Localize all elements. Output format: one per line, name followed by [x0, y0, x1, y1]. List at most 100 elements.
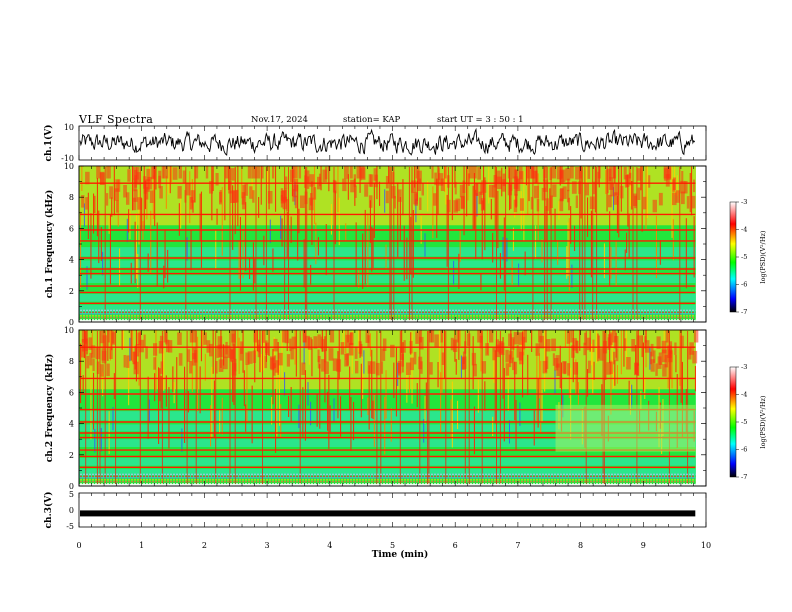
spectrogram-streak — [670, 350, 672, 380]
spectrogram-patch — [633, 193, 637, 206]
spectrogram-patch — [88, 337, 93, 350]
spectrogram-patch — [317, 356, 321, 369]
spectrogram-streak — [451, 166, 453, 221]
spectrogram-patch — [355, 360, 359, 374]
spectrogram-patch — [472, 166, 477, 179]
spectrogram-streak — [494, 166, 496, 230]
spectrogram-patch — [282, 196, 288, 210]
spectrogram-full-streak — [380, 331, 382, 485]
spectrogram-patch — [549, 167, 552, 180]
spectrogram-patch — [443, 166, 447, 179]
spectrogram-streak — [349, 366, 351, 410]
spectrogram-full-streak — [288, 167, 289, 321]
spectrogram-streak — [122, 330, 124, 350]
spectrogram-patch — [280, 188, 284, 201]
spectrogram-patch — [247, 351, 253, 364]
spectrogram-patch — [194, 350, 198, 363]
spectrogram-streak — [224, 166, 226, 221]
spectrogram-blue-speck — [613, 186, 614, 211]
spectrogram-streak — [134, 221, 136, 284]
spectrogram-patch — [158, 175, 162, 189]
spectrogram-patch — [354, 346, 358, 359]
spectrogram-patch — [571, 345, 575, 358]
spectrogram-patch — [606, 362, 611, 375]
spectrogram-streak — [527, 166, 529, 216]
spectrogram-patch — [260, 166, 264, 179]
spectrogram-patch — [229, 349, 235, 362]
spectrogram-streak — [145, 180, 147, 210]
spectrogram-streak — [511, 260, 513, 285]
spectrogram-patch — [431, 166, 434, 179]
time-tick-label: 6 — [453, 541, 458, 550]
spectrogram-patch — [686, 196, 690, 209]
spectrogram-patch — [291, 336, 296, 350]
spectrogram-streak — [585, 166, 587, 185]
spectrogram-patch — [587, 166, 591, 179]
spectrogram-blue-speck — [181, 428, 183, 452]
spectrogram-streak — [466, 166, 468, 217]
spectrogram-streak — [459, 330, 461, 346]
spectrogram-streak — [694, 366, 696, 392]
spectrogram-patch — [531, 166, 536, 179]
spectrogram-patch — [505, 349, 509, 363]
spectrogram-streak — [119, 248, 121, 286]
spectrogram-patch — [460, 195, 465, 209]
spectrogram-patch — [675, 190, 680, 203]
spectrogram-patch — [340, 342, 345, 355]
spectrogram-patch — [106, 166, 109, 179]
spectrogram-full-streak — [96, 331, 98, 485]
spectrogram-patch — [492, 347, 496, 361]
freq-tick-label: 2 — [69, 287, 74, 296]
spectrogram-streak — [480, 330, 482, 372]
spectrogram-streak — [109, 213, 111, 285]
ch1-ylabel: ch.1(V) — [43, 125, 54, 162]
spectrogram-streak — [488, 166, 490, 204]
spectrogram-blue-speck — [476, 193, 478, 217]
spectrogram-patch — [543, 179, 548, 192]
spectrogram-patch — [662, 349, 667, 363]
spectrogram-patch — [615, 348, 619, 362]
spectrogram-blue-speck — [363, 350, 365, 374]
spectrogram-patch — [509, 350, 513, 364]
spectrogram-streak — [568, 218, 570, 291]
ch2-colorbar-scale — [729, 366, 737, 478]
spectrogram-patch — [132, 197, 137, 211]
spectrogram-streak — [446, 194, 448, 267]
spectrogram-patch — [479, 182, 484, 195]
spectrogram-streak — [629, 384, 631, 415]
spectrogram-streak — [627, 174, 629, 227]
spectrogram-patch — [192, 330, 197, 343]
spectrogram-full-streak — [104, 331, 106, 485]
spectrogram-streak — [176, 357, 178, 410]
spectrogram-streak — [337, 351, 339, 419]
spectrogram-patch — [589, 196, 595, 209]
spectrogram-patch — [100, 330, 105, 344]
spectrogram-patch — [257, 344, 261, 358]
spectrogram-patch — [480, 330, 483, 343]
spectrogram-patch — [269, 356, 275, 369]
spectrogram-streak — [455, 359, 457, 375]
spectrogram-blue-speck — [284, 372, 286, 396]
spectrogram-patch — [136, 172, 141, 185]
spectrogram-blue-speck — [453, 260, 455, 285]
spectrogram-patch — [294, 195, 298, 209]
freq-tick-label: 8 — [69, 193, 74, 202]
spectrogram-streak — [444, 166, 446, 192]
spectrogram-patch — [143, 334, 146, 348]
spectrogram-streak — [155, 166, 157, 190]
spectrogram-streak — [368, 365, 370, 430]
colorbar-tick-label: -5 — [741, 253, 747, 261]
time-tick-label: 0 — [76, 541, 81, 550]
spectrogram-streak — [402, 179, 404, 216]
spectrogram-streak — [605, 170, 607, 194]
spectrogram-streak — [277, 342, 279, 375]
spectrogram-patch — [336, 359, 342, 372]
spectrogram-streak — [473, 406, 475, 455]
spectrogram-blue-speck — [310, 401, 312, 426]
spectrogram-patch — [567, 363, 570, 376]
spectrogram-streak — [531, 330, 533, 352]
spectrogram-streak — [317, 237, 319, 256]
ch2-colorbar-ticks: -3 -4 -5 -6 -7 — [736, 363, 747, 481]
ch3-waveform-ticks — [78, 493, 707, 527]
spectrogram-streak — [515, 400, 517, 450]
